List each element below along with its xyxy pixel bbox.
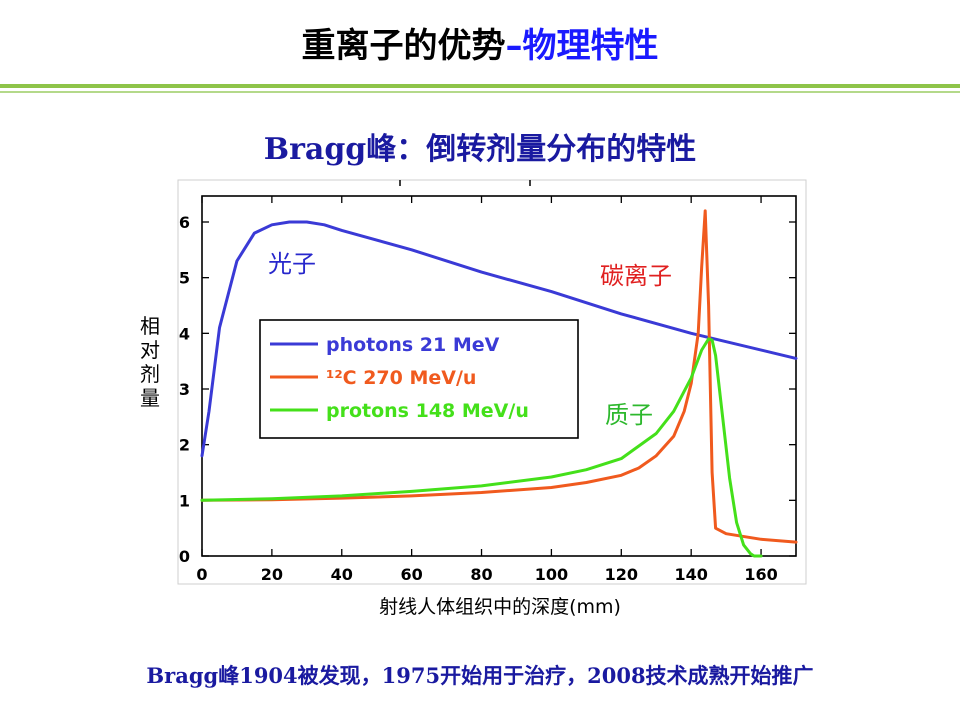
annotation-carbon: 碳离子 (600, 262, 672, 290)
x-tick-label: 80 (470, 565, 492, 584)
y-tick-label: 3 (179, 380, 190, 399)
x-tick-label: 20 (261, 565, 283, 584)
legend-label-photon: photons 21 MeV (326, 334, 500, 356)
y-axis-label-char: 剂 (140, 362, 160, 386)
x-axis-label: 射线人体组织中的深度(mm) (379, 596, 621, 618)
y-tick-label: 1 (179, 491, 190, 510)
x-tick-label: 140 (674, 565, 707, 584)
y-tick-label: 5 (179, 269, 190, 288)
annotation-proton: 质子 (605, 401, 653, 429)
y-tick-label: 2 (179, 436, 190, 455)
x-tick-label: 40 (331, 565, 353, 584)
series-line-photon (200, 220, 798, 458)
y-axis-label-char: 相 (140, 314, 160, 338)
series-line-proton (200, 337, 763, 558)
legend-label-proton: protons 148 MeV/u (326, 400, 529, 422)
x-tick-label: 100 (535, 565, 568, 584)
legend-box (259, 319, 579, 439)
series-line-carbon (200, 209, 798, 544)
slide-title: 重离子的优势–物理特性 (0, 18, 960, 67)
y-tick-label: 0 (179, 547, 190, 566)
legend-label-carbon: ¹²C 270 MeV/u (326, 367, 476, 389)
plot-area (201, 195, 797, 557)
slide-title-part1: 重离子的优势 (301, 26, 506, 66)
y-tick-label: 6 (179, 213, 190, 232)
title-divider (0, 84, 960, 88)
annotation-photon: 光子 (268, 250, 316, 278)
x-tick-label: 160 (744, 565, 777, 584)
slide-footer: Bragg峰1904被发现，1975开始用于治疗，2008技术成熟开始推广 (146, 663, 814, 688)
x-tick-label: 60 (401, 565, 423, 584)
slide-title-part2: –物理特性 (505, 26, 659, 66)
title-divider-thin (0, 91, 960, 93)
slide-subtitle: Bragg峰：倒转剂量分布的特性 (263, 132, 697, 167)
y-axis-label-char: 量 (140, 386, 160, 410)
y-tick-label: 4 (179, 324, 190, 343)
x-tick-label: 0 (196, 565, 207, 584)
x-tick-label: 120 (605, 565, 638, 584)
y-axis-label-char: 对 (140, 338, 160, 362)
